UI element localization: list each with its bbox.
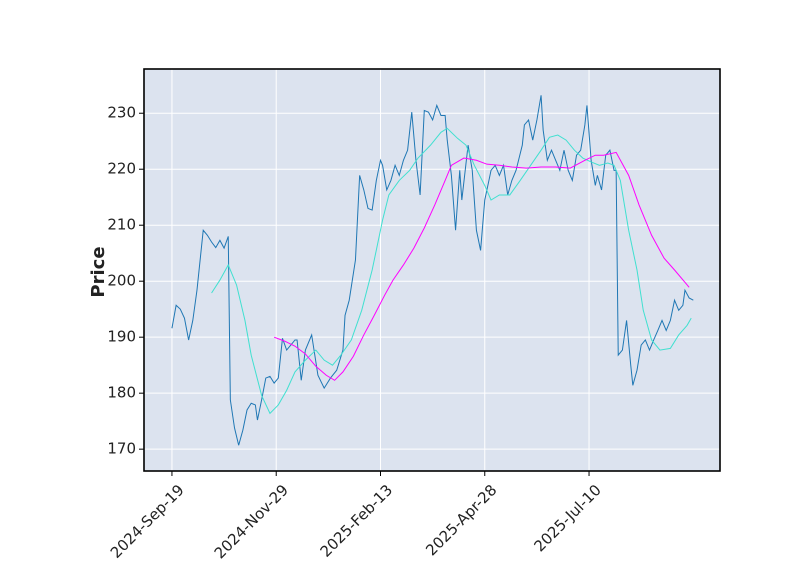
y-tick-label: 230 — [107, 104, 136, 122]
y-axis-label: Price — [88, 246, 109, 297]
plot-frame — [143, 68, 721, 472]
y-tick-label: 190 — [107, 328, 136, 346]
price-line — [273, 151, 690, 381]
x-tick-label: 2025-Feb-13 — [317, 481, 397, 561]
y-tick-label: 180 — [107, 384, 136, 402]
x-tick-label: 2024-Nov-29 — [211, 481, 292, 562]
y-tick-label: 200 — [107, 272, 136, 290]
x-tick-label: 2025-Jul-10 — [531, 481, 605, 555]
price-line — [211, 127, 692, 415]
y-tick-label: 170 — [107, 440, 136, 458]
x-tick-label: 2025-Apr-28 — [422, 481, 500, 559]
price-line — [171, 95, 694, 446]
y-tick-label: 220 — [107, 160, 136, 178]
x-tick-label: 2024-Sep-19 — [107, 481, 188, 562]
plot-area — [144, 69, 720, 471]
y-tick-label: 210 — [107, 216, 136, 234]
